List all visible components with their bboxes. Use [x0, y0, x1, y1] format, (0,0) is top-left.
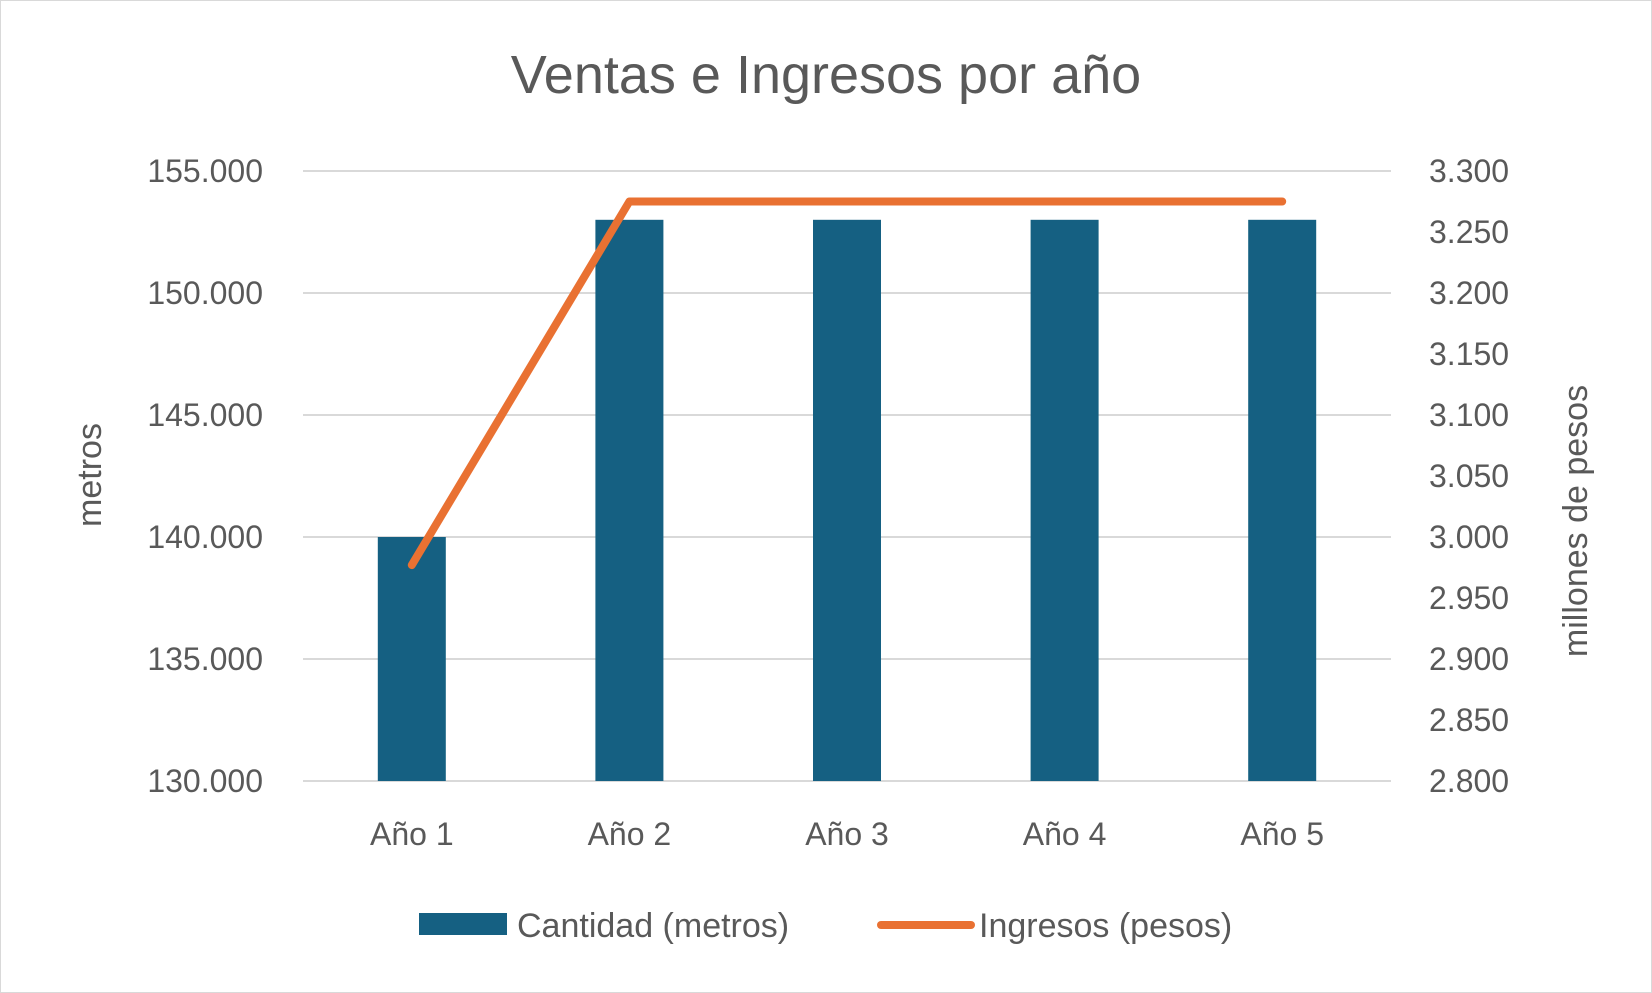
- right-tick-label: 3.250: [1429, 214, 1509, 250]
- x-tick-label: Año 3: [805, 816, 889, 852]
- right-tick-label: 3.000: [1429, 519, 1509, 555]
- left-tick-label: 155.000: [147, 153, 263, 189]
- left-axis-ticks: 130.000 135.000 140.000 145.000 150.000 155.0…: [147, 153, 263, 799]
- x-tick-label: Año 4: [1023, 816, 1107, 852]
- legend-label-line: Ingresos (pesos): [979, 907, 1232, 945]
- line-series: [407, 197, 1287, 570]
- left-tick-label: 130.000: [147, 763, 263, 799]
- bar: [1248, 219, 1317, 782]
- left-tick-label: 150.000: [147, 275, 263, 311]
- right-tick-label: 2.950: [1429, 580, 1509, 616]
- series-line: [407, 197, 1287, 570]
- right-tick-label: 3.150: [1429, 336, 1509, 372]
- bar: [1030, 219, 1099, 782]
- bar: [813, 219, 881, 782]
- x-tick-label: Año 1: [370, 816, 454, 852]
- x-tick-label: Año 5: [1240, 816, 1324, 852]
- left-tick-label: 140.000: [147, 519, 263, 555]
- x-tick-label: Año 2: [588, 816, 672, 852]
- right-axis-title: millones de pesos: [1557, 385, 1595, 657]
- x-axis-ticks: Año 1 Año 2 Año 3 Año 4 Año 5: [370, 816, 1324, 852]
- right-tick-label: 3.100: [1429, 397, 1509, 433]
- left-tick-label: 135.000: [147, 641, 263, 677]
- right-tick-label: 3.050: [1429, 458, 1509, 494]
- right-axis-ticks: 2.800 2.850 2.900 2.950 3.000 3.050 3.100 3.150…: [1429, 153, 1509, 799]
- bar-series: [377, 219, 1317, 782]
- legend-swatch-bars: [419, 913, 507, 935]
- bar: [377, 537, 446, 781]
- legend-label-bars: Cantidad (metros): [517, 907, 789, 945]
- chart-title: Ventas e Ingresos por año: [511, 45, 1141, 105]
- legend: Cantidad (metros) Ingresos (pesos): [419, 907, 1232, 945]
- right-tick-label: 2.900: [1429, 641, 1509, 677]
- right-tick-label: 2.800: [1429, 763, 1509, 799]
- right-tick-label: 3.200: [1429, 275, 1509, 311]
- right-tick-label: 3.300: [1429, 153, 1509, 189]
- right-tick-label: 2.850: [1429, 702, 1509, 738]
- bar: [595, 219, 664, 782]
- left-axis-title: metros: [71, 423, 109, 527]
- left-tick-label: 145.000: [147, 397, 263, 433]
